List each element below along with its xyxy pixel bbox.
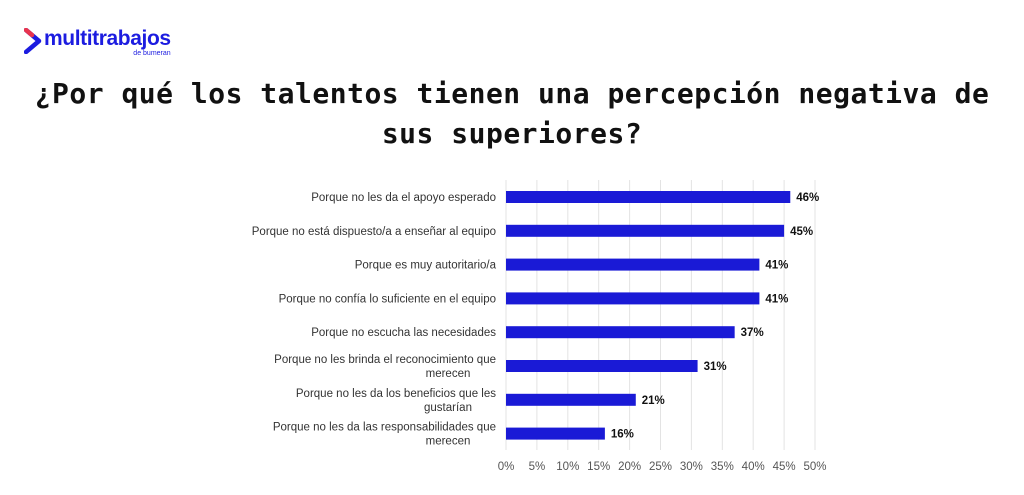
bar [506,191,791,203]
value-label: 41% [765,293,788,305]
brand-subtitle: de bumeran [133,50,171,57]
category-label: Porque es muy autoritario/a [355,260,497,272]
x-tick-label: 20% [618,461,641,473]
bar [506,427,605,440]
x-tick-label: 45% [773,461,796,473]
chart-title: ¿Por qué los talentos tienen una percepc… [34,77,990,150]
category-label: Porque no les brinda el reconocimiento q… [274,354,496,380]
x-tick-label: 25% [649,461,672,473]
x-tick-label: 40% [742,461,765,473]
brand-logo: multitrabajos de bumeran [24,28,171,57]
x-tick-label: 15% [587,461,610,473]
value-label: 16% [611,429,634,441]
brand-name: multitrabajos [44,27,171,50]
x-tick-label: 35% [711,461,734,473]
bar [506,292,760,305]
x-tick-label: 30% [680,461,703,473]
bar [506,393,636,406]
bar [506,224,785,237]
bar [506,326,735,339]
bar [506,360,698,372]
value-label: 46% [796,192,819,204]
category-label: Porque no les da el apoyo esperado [311,192,496,204]
x-tick-label: 0% [498,461,515,473]
value-label: 21% [642,395,665,407]
value-label: 31% [704,361,727,373]
category-label: Porque no escucha las necesidades [311,327,496,339]
x-tick-label: 50% [803,461,826,473]
brand-chevron-icon [24,28,42,54]
x-tick-label: 10% [556,461,579,473]
value-label: 41% [765,260,788,272]
x-tick-label: 5% [529,461,546,473]
category-label: Porque no está dispuesto/a a enseñar al … [252,226,496,238]
category-label: Porque no confía lo suficiente en el equ… [279,293,496,305]
category-label: Porque no les da las responsabilidades q… [273,422,496,448]
value-label: 37% [741,327,764,339]
bar [506,258,760,271]
value-label: 45% [790,226,813,238]
category-label: Porque no les da los beneficios que les g… [296,388,496,414]
